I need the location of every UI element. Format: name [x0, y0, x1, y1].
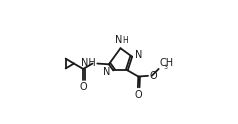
Text: NH: NH [81, 58, 96, 68]
Text: N: N [103, 67, 110, 77]
Text: O: O [134, 90, 142, 100]
Text: O: O [150, 71, 158, 81]
Text: 3: 3 [163, 64, 167, 70]
Text: H: H [122, 36, 128, 45]
Text: CH: CH [159, 58, 174, 68]
Text: O: O [80, 82, 87, 92]
Text: N: N [135, 50, 143, 60]
Text: N: N [115, 34, 122, 45]
